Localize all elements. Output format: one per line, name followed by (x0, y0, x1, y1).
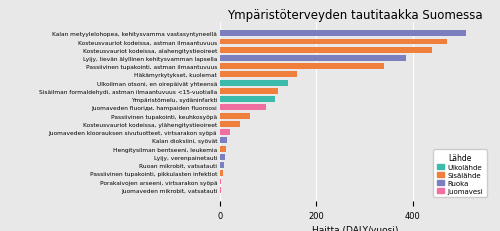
Bar (220, 162, 224, 168)
Bar (220, 170, 224, 176)
Bar (220, 56, 406, 62)
Bar (220, 187, 221, 193)
Bar (220, 64, 384, 70)
X-axis label: Haitta (DALY/vuosi): Haitta (DALY/vuosi) (312, 225, 398, 231)
Bar (220, 72, 297, 78)
Bar (220, 138, 227, 144)
Bar (220, 154, 225, 160)
Bar (220, 113, 250, 119)
Legend: Ulkolähde, Sisälähde, Ruoka, Juomavesi: Ulkolähde, Sisälähde, Ruoka, Juomavesi (434, 150, 486, 198)
Title: Ympäristöterveyden tautitaakka Suomessa: Ympäristöterveyden tautitaakka Suomessa (227, 9, 483, 22)
Bar (220, 121, 240, 127)
Bar (220, 31, 466, 37)
Bar (220, 146, 226, 152)
Bar (220, 88, 278, 94)
Bar (220, 80, 288, 86)
Bar (220, 48, 432, 54)
Bar (220, 179, 222, 185)
Bar (220, 105, 266, 111)
Bar (220, 97, 276, 103)
Bar (220, 39, 446, 45)
Bar (220, 130, 230, 136)
